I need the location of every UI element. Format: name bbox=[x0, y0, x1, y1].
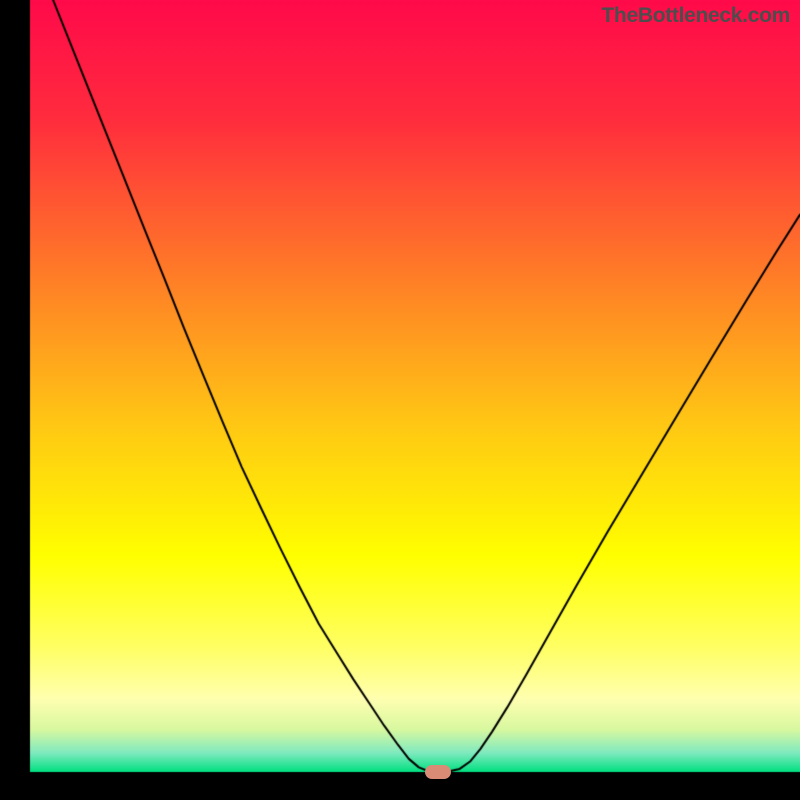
optimal-marker bbox=[425, 765, 451, 779]
watermark-text: TheBottleneck.com bbox=[601, 4, 790, 28]
bottleneck-chart: TheBottleneck.com bbox=[0, 0, 800, 800]
chart-canvas bbox=[0, 0, 800, 800]
